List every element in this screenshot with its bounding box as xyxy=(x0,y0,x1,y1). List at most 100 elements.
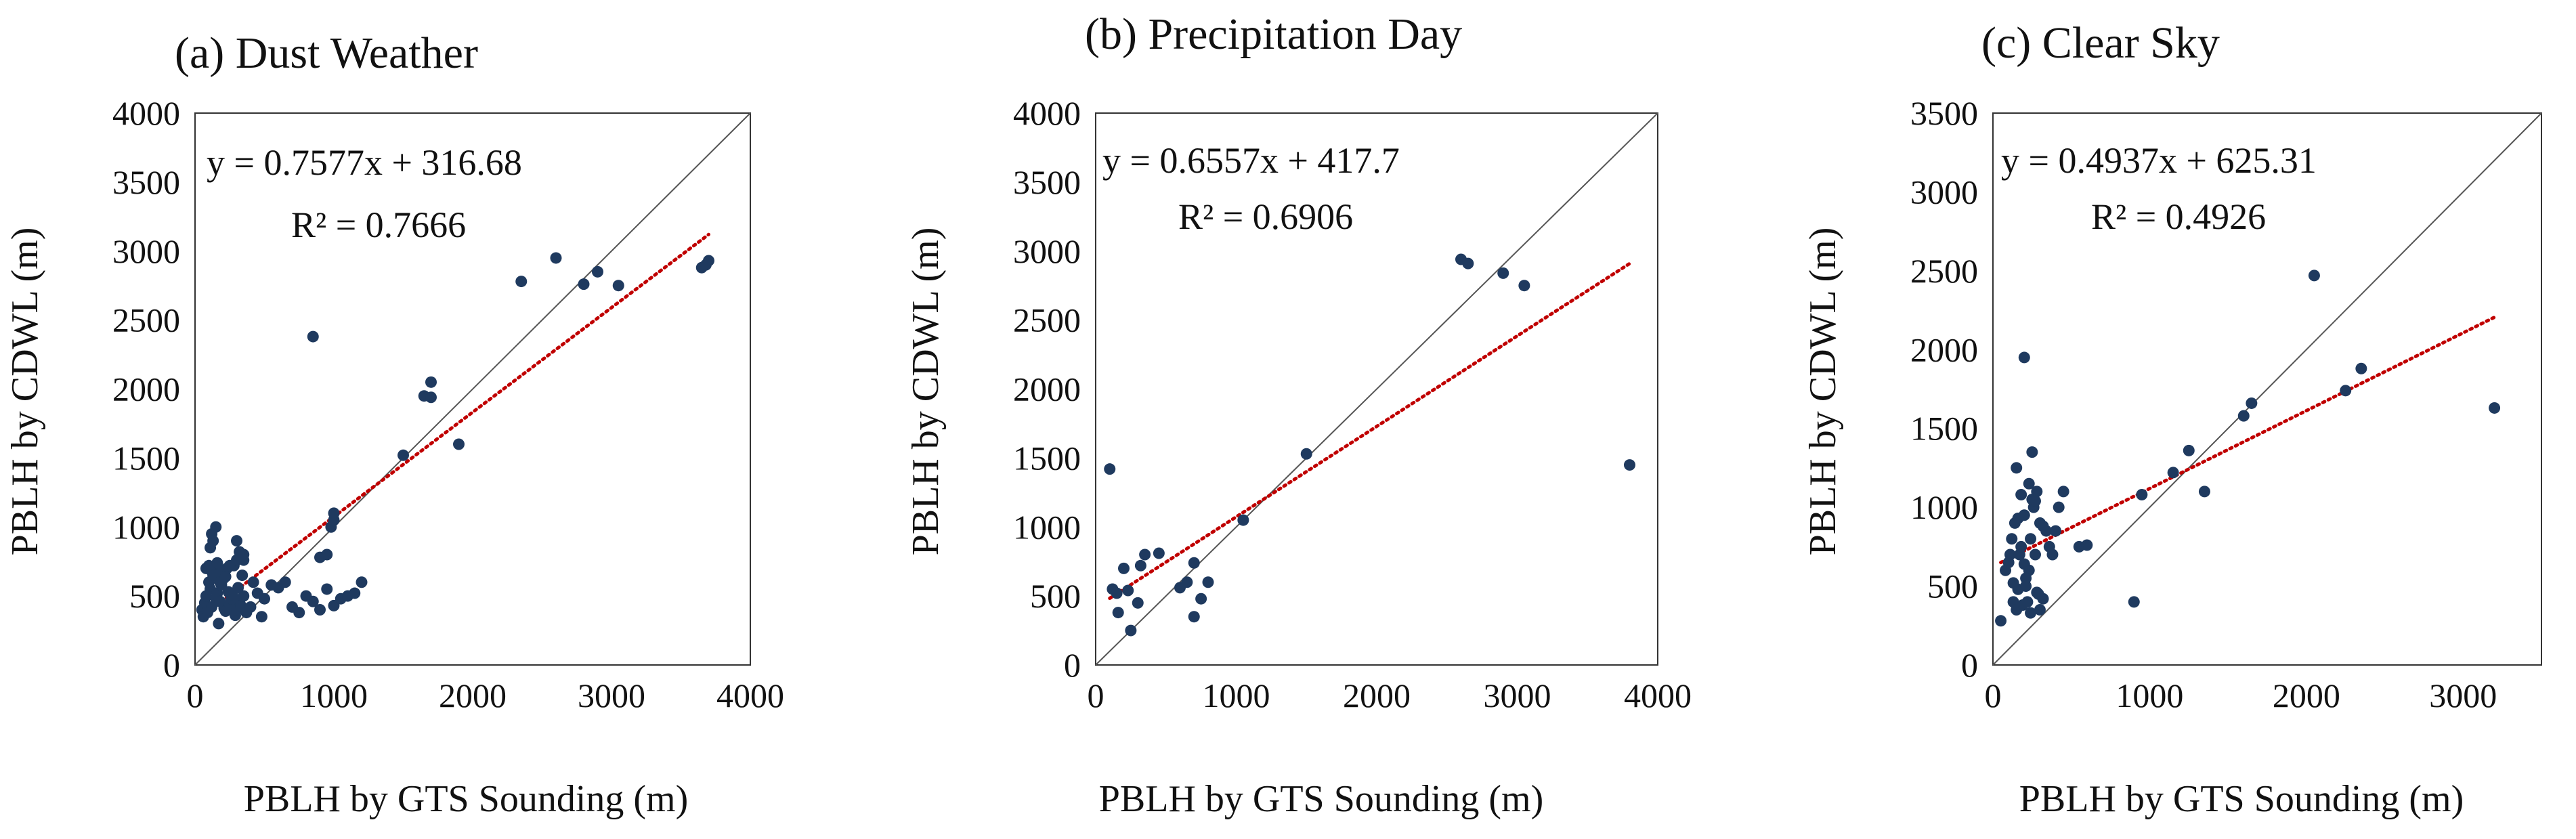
data-point xyxy=(236,569,249,582)
data-point xyxy=(2021,596,2034,608)
trend-line xyxy=(1108,261,1631,601)
plot-area-frame xyxy=(194,112,751,666)
x-tick-label: 3000 xyxy=(1484,676,1551,714)
trend-line xyxy=(200,232,710,618)
y-tick-label: 2500 xyxy=(1910,252,1978,290)
data-point xyxy=(1122,584,1134,597)
data-point xyxy=(2025,607,2037,619)
data-point xyxy=(321,583,333,595)
one-to-one-line xyxy=(194,112,751,666)
data-point xyxy=(1111,587,1123,599)
data-point xyxy=(2020,572,2032,584)
data-point xyxy=(1153,547,1165,559)
data-point xyxy=(307,595,319,607)
data-point xyxy=(2167,467,2179,479)
x-axis-label: PBLH by GTS Sounding (m) xyxy=(2019,778,2464,820)
y-tick-label: 1000 xyxy=(1013,508,1081,546)
r-squared-label: R² = 0.4926 xyxy=(2091,196,2266,237)
y-tick-label: 3500 xyxy=(1013,163,1081,201)
y-tick-label: 1500 xyxy=(112,439,180,477)
data-point xyxy=(213,618,225,630)
x-tick-label: 0 xyxy=(1985,676,2002,714)
y-axis-label: PBLH by CDWL (m) xyxy=(905,228,947,556)
data-point xyxy=(1112,607,1124,619)
data-point xyxy=(2004,548,2016,561)
data-point xyxy=(2057,486,2069,498)
data-point xyxy=(2340,385,2352,397)
y-tick-label: 4000 xyxy=(1013,94,1081,132)
data-point xyxy=(231,535,242,547)
y-tick-label: 0 xyxy=(1961,646,1978,684)
data-point xyxy=(2046,548,2059,561)
data-point xyxy=(425,376,437,388)
y-tick-label: 3000 xyxy=(112,232,180,270)
data-point xyxy=(1188,557,1200,569)
data-point xyxy=(1518,280,1530,292)
x-tick-label: 2000 xyxy=(2273,676,2340,714)
data-point xyxy=(2015,540,2027,553)
data-point xyxy=(2018,558,2030,570)
y-tick-label: 3000 xyxy=(1910,173,1978,211)
data-point xyxy=(1624,459,1635,471)
data-point xyxy=(1139,548,1151,561)
x-tick-label: 1000 xyxy=(1203,676,1270,714)
data-point xyxy=(307,330,319,343)
data-point xyxy=(2237,410,2250,422)
plot-area-frame xyxy=(1095,112,1658,666)
x-tick-label: 2000 xyxy=(439,676,507,714)
x-tick-label: 2000 xyxy=(1343,676,1411,714)
data-point xyxy=(1181,576,1193,588)
y-tick-label: 3500 xyxy=(112,163,180,201)
data-point xyxy=(2053,501,2065,513)
regression-equation: y = 0.4937x + 625.31 xyxy=(2001,140,2317,181)
panel-precipitation-day: (b) Precipitation Day PBLH by CDWL (m) P… xyxy=(905,9,1692,820)
data-point xyxy=(2037,520,2049,532)
data-point xyxy=(2026,446,2038,458)
data-point xyxy=(515,276,528,288)
y-axis-label: PBLH by CDWL (m) xyxy=(4,228,46,556)
data-point xyxy=(612,280,624,292)
y-tick-label: 2000 xyxy=(112,370,180,408)
x-tick-label: 0 xyxy=(1088,676,1104,714)
data-point xyxy=(247,576,259,588)
panel-title: (b) Precipitation Day xyxy=(1085,9,1462,59)
data-point xyxy=(1134,559,1146,572)
y-tick-label: 0 xyxy=(163,646,180,684)
one-to-one-line xyxy=(1095,112,1658,666)
data-point xyxy=(2023,477,2035,490)
data-point xyxy=(2034,604,2046,616)
data-point xyxy=(1104,463,1116,475)
y-tick-label: 500 xyxy=(1927,567,1978,605)
r-squared-label: R² = 0.6906 xyxy=(1178,196,1353,237)
data-point xyxy=(453,438,465,450)
data-point xyxy=(1462,257,1474,270)
data-point xyxy=(219,571,232,583)
one-to-one-line xyxy=(1992,112,2542,666)
data-point xyxy=(578,278,590,291)
data-point xyxy=(255,611,267,623)
data-point xyxy=(2136,489,2148,501)
data-point xyxy=(2050,525,2062,537)
y-tick-label: 3000 xyxy=(1013,232,1081,270)
x-tick-label: 3000 xyxy=(578,676,645,714)
r-squared-label: R² = 0.7666 xyxy=(291,205,466,245)
data-point xyxy=(2489,402,2501,414)
data-point xyxy=(2308,270,2320,282)
y-tick-label: 3500 xyxy=(1910,94,1978,132)
data-point xyxy=(2355,362,2367,374)
x-tick-label: 3000 xyxy=(2429,676,2497,714)
x-axis-label: PBLH by GTS Sounding (m) xyxy=(1099,778,1544,820)
data-point xyxy=(238,554,250,566)
data-point xyxy=(356,576,368,588)
x-tick-label: 4000 xyxy=(1624,676,1692,714)
data-point xyxy=(1202,576,1214,588)
data-point xyxy=(1995,615,2007,627)
data-point xyxy=(2018,351,2030,364)
data-point xyxy=(1118,562,1130,574)
data-point xyxy=(592,265,603,278)
panel-title: (a) Dust Weather xyxy=(175,28,478,78)
data-point xyxy=(2011,462,2023,474)
trend-line xyxy=(1999,316,2497,565)
plot-area-frame xyxy=(1992,112,2542,666)
